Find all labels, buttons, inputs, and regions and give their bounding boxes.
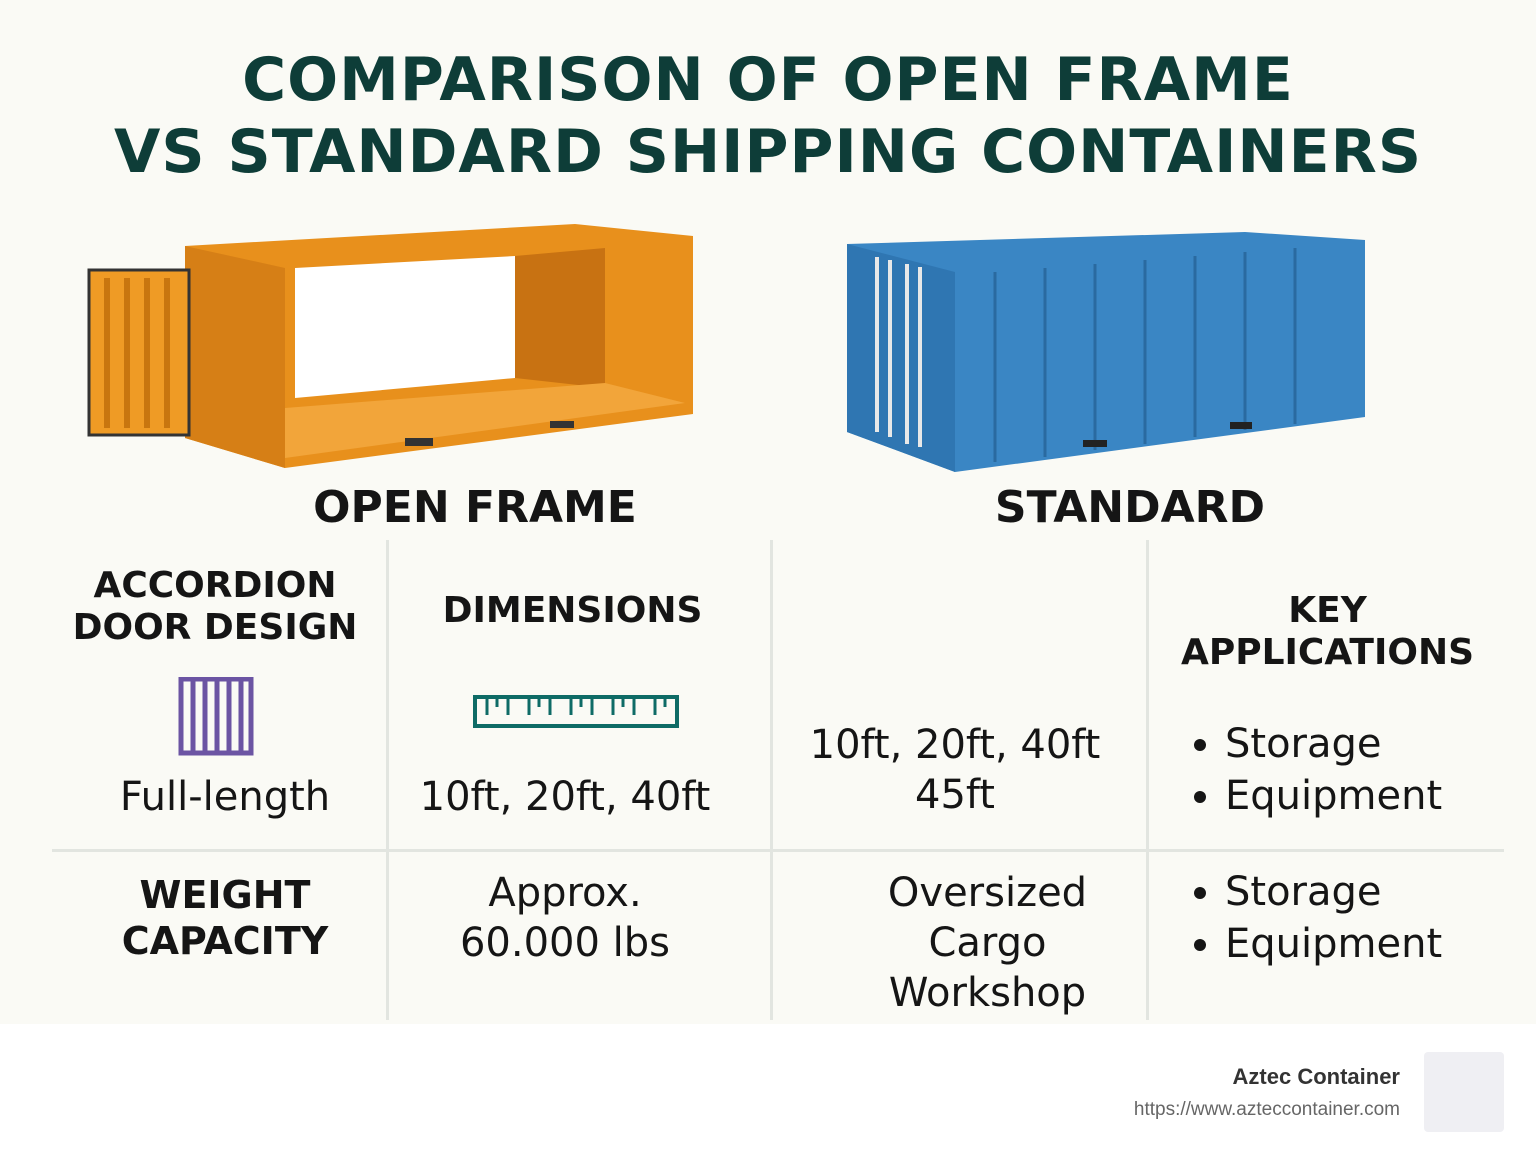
value-line: Workshop [888, 970, 1087, 1016]
footer-brand: Aztec Container [1232, 1064, 1400, 1089]
list-item: Storage [1225, 866, 1442, 918]
door-design-header: ACCORDION DOOR DESIGN [40, 565, 390, 649]
column-divider [770, 540, 773, 1020]
footer: Aztec Container https://www.azteccontain… [0, 1024, 1536, 1154]
open-frame-label: OPEN FRAME [313, 482, 637, 533]
standard-label: STANDARD [994, 482, 1266, 533]
title-line-1: COMPARISON OF OPEN FRAME [242, 45, 1294, 115]
header-line: APPLICATIONS [1180, 632, 1475, 673]
weight-value: Approx. 60.000 lbs [390, 868, 740, 968]
header-line: CAPACITY [121, 919, 329, 963]
standard-dimensions: 10ft, 20ft, 40ft 45ft [775, 720, 1135, 820]
header-line: ACCORDION [93, 565, 337, 606]
header-line: KEY [1288, 590, 1367, 631]
ruler-icon [473, 695, 679, 728]
title-line-2: VS STANDARD SHIPPING CONTAINERS [113, 117, 1423, 187]
value-line: Oversized [887, 870, 1088, 916]
column-divider [386, 540, 389, 1020]
value-line: Cargo [928, 920, 1047, 966]
accordion-door-icon [178, 677, 254, 756]
header-line: DOOR DESIGN [72, 607, 358, 648]
key-applications-header: KEY APPLICATIONS [1150, 590, 1505, 674]
door-design-value: Full-length [119, 774, 331, 820]
applications-list: StorageEquipment [1185, 718, 1442, 822]
open-frame-container-illustration [87, 224, 693, 468]
dimensions-header: DIMENSIONS [442, 590, 703, 631]
value-line: 10ft, 20ft, 40ft [809, 722, 1101, 768]
value-line: 60.000 lbs [459, 920, 671, 966]
value-line: Approx. [488, 870, 642, 916]
applications-list-2: StorageEquipment [1185, 866, 1442, 970]
uses-value: Oversized Cargo Workshop [810, 868, 1165, 1018]
row-divider [52, 849, 1504, 852]
standard-container-illustration [847, 232, 1365, 472]
list-item: Equipment [1225, 918, 1442, 970]
dimensions-value: 10ft, 20ft, 40ft [419, 774, 711, 820]
footer-url[interactable]: https://www.azteccontainer.com [1133, 1099, 1400, 1120]
list-item: Equipment [1225, 770, 1442, 822]
weight-capacity-header: WEIGHT CAPACITY [40, 872, 410, 964]
column-divider [1146, 540, 1149, 1020]
value-line: 45ft [915, 772, 995, 818]
header-line: WEIGHT [139, 873, 311, 917]
brand-logo-icon [1424, 1052, 1504, 1132]
list-item: Storage [1225, 718, 1442, 770]
